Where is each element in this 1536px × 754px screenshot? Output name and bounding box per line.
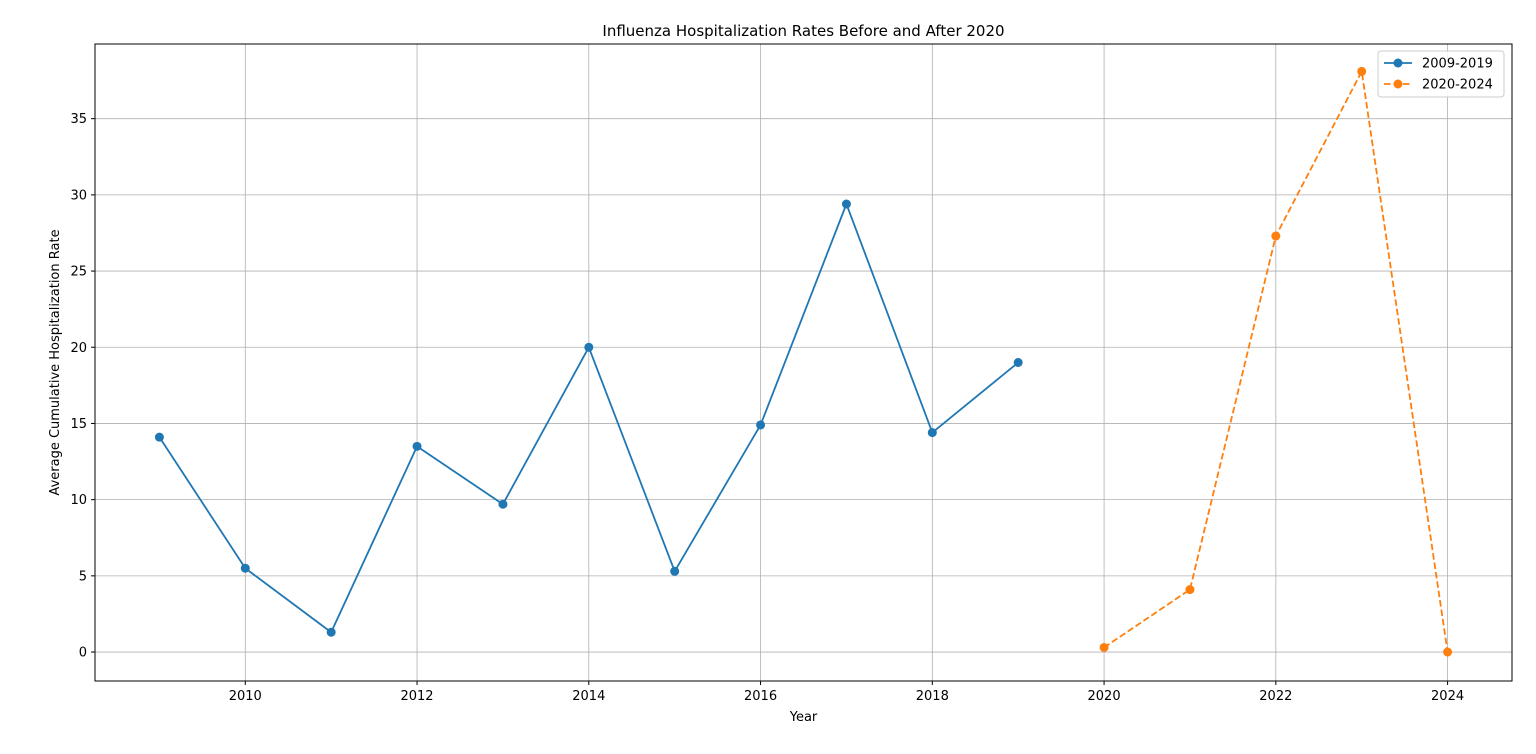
x-tick-label: 2014 bbox=[572, 689, 605, 704]
data-point bbox=[154, 432, 164, 442]
y-tick-label: 30 bbox=[70, 188, 87, 203]
data-point bbox=[1013, 358, 1023, 367]
series-2009-2019 bbox=[154, 199, 1023, 637]
y-axis: 0 5 10 15 20 25 30 35 bbox=[70, 112, 95, 661]
x-tick-label: 2020 bbox=[1088, 689, 1121, 704]
legend-label: 2009-2019 bbox=[1422, 57, 1493, 72]
data-point bbox=[670, 566, 680, 576]
data-point bbox=[1185, 585, 1195, 595]
data-point bbox=[756, 420, 766, 430]
x-axis-title: Year bbox=[789, 710, 818, 725]
legend: 2009-2019 2020-2024 bbox=[1377, 50, 1505, 98]
y-tick-label: 15 bbox=[70, 417, 87, 432]
y-tick-label: 20 bbox=[70, 341, 87, 356]
legend-marker bbox=[1393, 58, 1403, 68]
x-axis: 2010 2012 2014 2016 2018 2020 2022 2024 bbox=[229, 681, 1464, 704]
y-tick-label: 0 bbox=[79, 646, 87, 661]
x-tick-label: 2018 bbox=[916, 689, 949, 704]
y-axis-title: Average Cumulative Hospitalization Rate bbox=[48, 229, 63, 495]
series-2020-2024 bbox=[1099, 66, 1453, 657]
data-point bbox=[412, 441, 422, 451]
data-point bbox=[841, 199, 851, 209]
x-tick-label: 2024 bbox=[1431, 689, 1464, 704]
data-point bbox=[1443, 647, 1453, 657]
data-point bbox=[927, 428, 937, 438]
legend-label: 2020-2024 bbox=[1422, 78, 1493, 93]
data-point bbox=[1357, 66, 1367, 76]
y-tick-label: 10 bbox=[70, 493, 87, 508]
x-tick-label: 2022 bbox=[1259, 689, 1292, 704]
data-point bbox=[1271, 231, 1281, 241]
x-tick-label: 2010 bbox=[229, 689, 262, 704]
legend-marker bbox=[1393, 79, 1403, 89]
data-point bbox=[498, 499, 508, 509]
grid bbox=[95, 44, 1512, 681]
y-tick-label: 25 bbox=[70, 265, 87, 280]
data-point bbox=[584, 342, 594, 352]
y-tick-label: 5 bbox=[79, 569, 87, 584]
y-tick-label: 35 bbox=[70, 112, 87, 127]
data-point bbox=[240, 563, 250, 573]
chart-title: Influenza Hospitalization Rates Before a… bbox=[602, 22, 1004, 40]
data-point bbox=[1099, 642, 1109, 652]
data-point bbox=[326, 627, 336, 637]
plot-frame bbox=[94, 43, 1513, 682]
legend-entry: 2020-2024 bbox=[1384, 78, 1493, 93]
series-area bbox=[154, 66, 1453, 657]
legend-entry: 2009-2019 bbox=[1384, 57, 1493, 72]
x-tick-label: 2012 bbox=[400, 689, 433, 704]
x-tick-label: 2016 bbox=[744, 689, 777, 704]
